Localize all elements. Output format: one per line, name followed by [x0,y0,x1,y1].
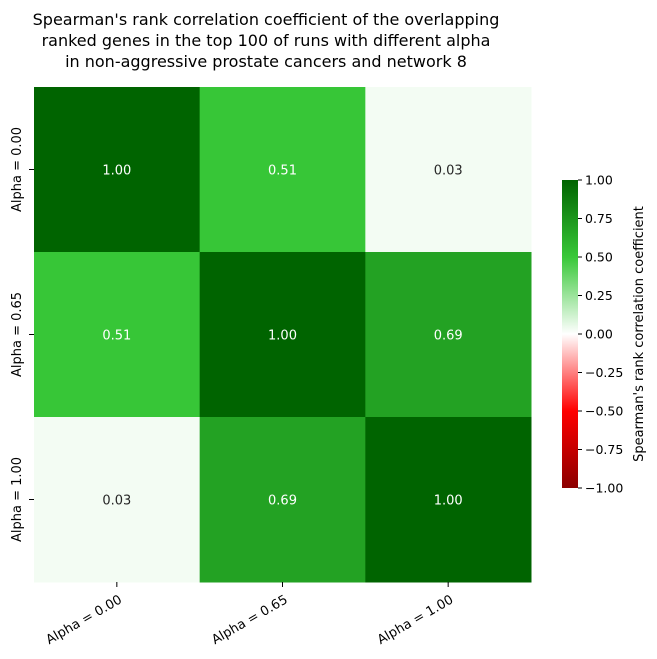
heatmap-cell-label: 0.03 [102,494,131,509]
heatmap-cell-label: 0.03 [434,164,463,179]
heatmap-cell [34,87,201,253]
chart-title-line-3: in non-aggressive prostate cancers and n… [65,52,467,71]
x-axis: Alpha = 0.00 Alpha = 0.65 Alpha = 1.00 [44,582,456,648]
heatmap-cell [199,87,366,253]
colorbar-tick-label: −1.00 [585,481,623,496]
x-tick-label: Alpha = 0.65 [209,592,290,648]
heatmap-cell [199,252,366,418]
colorbar-tick-label: −0.25 [585,365,623,380]
colorbar-tick-label: 0.00 [585,327,613,342]
heatmap-cell [199,417,366,583]
chart-title: Spearman's rank correlation coefficient … [33,10,500,71]
heatmap-cell [34,417,201,583]
heatmap-cells [34,87,532,583]
colorbar-tick-label: −0.75 [585,442,623,457]
colorbar-gradient [562,180,578,488]
y-tick-label: Alpha = 1.00 [10,457,25,542]
heatmap-cell [365,417,532,583]
heatmap-cell-labels: 1.00 0.51 0.03 0.51 1.00 0.69 0.03 0.69 1.00 [102,164,462,509]
heatmap-cell-label: 0.69 [434,329,463,344]
y-tick-label: Alpha = 0.65 [10,292,25,377]
heatmap-cell-label: 0.51 [102,329,131,344]
heatmap-cell-label: 1.00 [102,164,131,179]
heatmap-cell-label: 0.51 [268,164,297,179]
heatmap-cell-label: 1.00 [268,329,297,344]
x-tick-label: Alpha = 1.00 [375,592,456,648]
heatmap-cell-label: 1.00 [434,494,463,509]
y-axis: Alpha = 0.00 Alpha = 0.65 Alpha = 1.00 [10,127,34,542]
chart-title-line-2: ranked genes in the top 100 of runs with… [42,31,491,50]
colorbar: 1.00 0.75 0.50 0.25 0.00 −0.25 −0.50 −0.75 −1.00… [562,173,647,496]
colorbar-tick-label: 1.00 [585,173,613,188]
y-tick-label: Alpha = 0.00 [10,127,25,212]
heatmap-cell [365,252,532,418]
chart-title-line-1: Spearman's rank correlation coefficient … [33,10,500,29]
colorbar-tick-label: −0.50 [585,404,623,419]
colorbar-tick-label: 0.25 [585,288,613,303]
colorbar-ticks: 1.00 0.75 0.50 0.25 0.00 −0.25 −0.50 −0.75 −1.00 [578,173,623,496]
x-tick-label: Alpha = 0.00 [44,592,125,648]
colorbar-tick-label: 0.75 [585,211,613,226]
colorbar-tick-label: 0.50 [585,250,613,265]
colorbar-label: Spearman's rank correlation coefficient [632,206,647,462]
heatmap-cell-label: 0.69 [268,494,297,509]
heatmap-cell [365,87,532,253]
heatmap-cell [34,252,201,418]
